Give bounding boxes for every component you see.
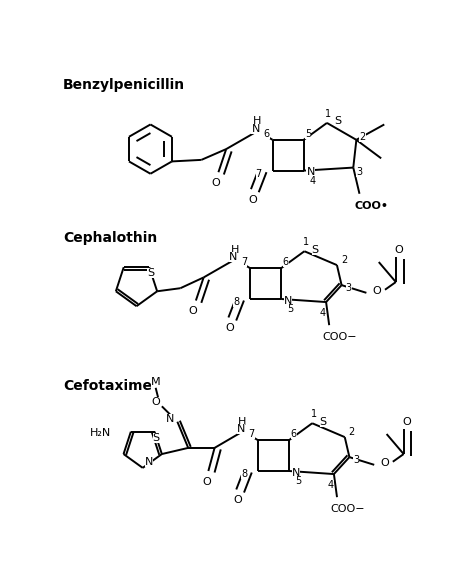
Text: H: H — [253, 116, 261, 126]
Text: O: O — [381, 458, 389, 468]
Text: O: O — [202, 477, 211, 487]
Text: N: N — [306, 167, 315, 177]
Text: COO−: COO− — [323, 332, 357, 342]
Text: 2: 2 — [341, 255, 347, 266]
Text: 6: 6 — [283, 257, 289, 267]
Text: Benzylpenicillin: Benzylpenicillin — [63, 78, 185, 92]
Text: 3: 3 — [346, 283, 352, 293]
Text: S: S — [320, 417, 327, 427]
Text: O: O — [152, 397, 160, 407]
Text: 1: 1 — [325, 109, 331, 119]
Text: 7: 7 — [241, 257, 247, 267]
Text: N: N — [292, 467, 300, 477]
Text: 2: 2 — [360, 132, 366, 142]
Text: 4: 4 — [328, 480, 334, 490]
Text: COO•: COO• — [355, 201, 389, 211]
Text: 7: 7 — [249, 429, 255, 439]
Text: O: O — [234, 495, 242, 505]
Text: COO−: COO− — [330, 505, 365, 514]
Text: N: N — [165, 413, 174, 423]
Text: N: N — [252, 124, 260, 134]
Text: 5: 5 — [287, 304, 294, 314]
Text: H: H — [230, 245, 239, 255]
Text: 7: 7 — [256, 169, 262, 179]
Text: 4: 4 — [320, 308, 326, 318]
Text: S: S — [334, 116, 341, 126]
Text: N: N — [237, 425, 245, 435]
Text: O: O — [373, 286, 382, 296]
Text: 8: 8 — [233, 297, 239, 307]
Text: 6: 6 — [291, 429, 297, 439]
Text: 3: 3 — [356, 167, 362, 177]
Text: O: O — [211, 178, 219, 188]
Text: 1: 1 — [311, 409, 317, 419]
Text: N: N — [229, 252, 237, 262]
Text: S: S — [312, 245, 319, 255]
Text: 5: 5 — [295, 476, 302, 486]
Text: 8: 8 — [241, 469, 247, 479]
Text: 6: 6 — [263, 129, 270, 139]
Text: 5: 5 — [305, 129, 312, 139]
Text: O: O — [395, 245, 403, 255]
Text: H: H — [238, 417, 247, 427]
Text: O: O — [226, 323, 235, 333]
Text: 3: 3 — [354, 455, 360, 465]
Text: O: O — [403, 417, 411, 427]
Text: N: N — [284, 296, 292, 306]
Text: N: N — [145, 457, 153, 467]
Text: 2: 2 — [349, 427, 355, 437]
Text: H₂N: H₂N — [90, 428, 111, 438]
Text: Cefotaxime: Cefotaxime — [63, 379, 152, 393]
Text: M: M — [151, 377, 160, 387]
Text: 1: 1 — [303, 237, 309, 247]
Text: O: O — [188, 306, 197, 316]
Text: S: S — [152, 433, 160, 443]
Text: 4: 4 — [310, 176, 316, 186]
Text: Cephalothin: Cephalothin — [63, 230, 157, 245]
Text: S: S — [147, 268, 154, 278]
Text: O: O — [248, 195, 257, 205]
